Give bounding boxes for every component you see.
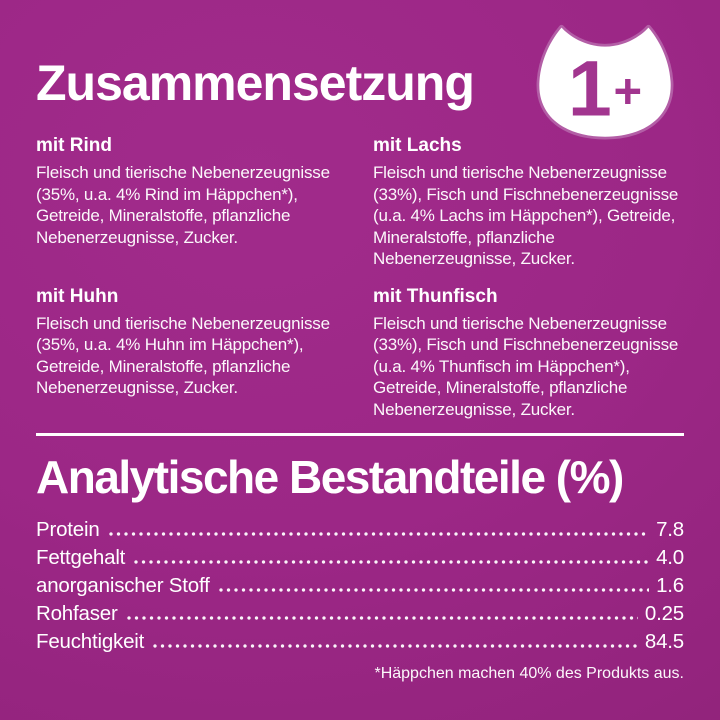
- dot-leader: [153, 643, 638, 648]
- section-body: Fleisch und tierische Nebenerzeugnisse (…: [373, 163, 679, 268]
- dot-leader: [134, 559, 650, 564]
- row-value: 4.0: [656, 545, 684, 569]
- row-label: anorganischer Stoff: [36, 573, 210, 597]
- section-body: Fleisch und tierische Nebenerzeugnisse (…: [36, 313, 330, 398]
- section-heading: mit Rind: [36, 135, 112, 156]
- section-heading: mit Huhn: [36, 285, 119, 307]
- age-badge-plus: +: [613, 65, 642, 119]
- table-row: Rohfaser 0.25: [36, 600, 684, 628]
- age-badge: 1+: [536, 24, 674, 140]
- row-label: Feuchtigkeit: [36, 629, 145, 653]
- section-heading: mit Lachs: [373, 135, 462, 156]
- section-lachs: mit Lachs Fleisch und tierische Nebenerz…: [373, 134, 684, 270]
- row-value: 0.25: [644, 601, 684, 625]
- section-heading: mit Thunfisch: [373, 285, 498, 307]
- section-rind: mit Rind Fleisch und tierische Nebenerze…: [36, 134, 347, 270]
- composition-sections: mit Rind Fleisch und tierische Nebenerze…: [36, 134, 684, 420]
- table-row: Protein 7.8: [36, 516, 684, 544]
- age-badge-label: 1+: [568, 43, 642, 132]
- analysis-table: Protein 7.8 Fettgehalt 4.0 anorganischer…: [36, 516, 684, 656]
- section-huhn: mit Huhn Fleisch und tierische Nebenerze…: [36, 285, 347, 421]
- footnote: *Häppchen machen 40% des Produkts aus.: [374, 664, 684, 682]
- row-label: Protein: [36, 517, 100, 541]
- composition-title: Zusammensetzung: [36, 55, 475, 111]
- table-row: Feuchtigkeit 84.5: [36, 628, 684, 656]
- analysis-title: Analytische Bestandteile (%): [36, 451, 624, 503]
- section-body: Fleisch und tierische Nebenerzeugnisse (…: [373, 313, 679, 419]
- cat-head-icon: [536, 24, 674, 140]
- row-value: 7.8: [656, 517, 684, 541]
- row-label: Rohfaser: [36, 601, 118, 625]
- section-body: Fleisch und tierische Nebenerzeugnisse (…: [36, 163, 330, 247]
- row-label: Fettgehalt: [36, 545, 126, 569]
- section-thunfisch: mit Thunfisch Fleisch und tierische Nebe…: [373, 285, 684, 421]
- age-badge-number: 1: [568, 43, 612, 132]
- dot-leader: [218, 587, 650, 592]
- dot-leader: [126, 615, 638, 620]
- table-row: anorganischer Stoff 1.6: [36, 572, 684, 600]
- table-row: Fettgehalt 4.0: [36, 544, 684, 572]
- row-value: 84.5: [644, 629, 684, 653]
- analysis-divider: [36, 433, 684, 436]
- dot-leader: [108, 531, 650, 536]
- row-value: 1.6: [656, 573, 684, 597]
